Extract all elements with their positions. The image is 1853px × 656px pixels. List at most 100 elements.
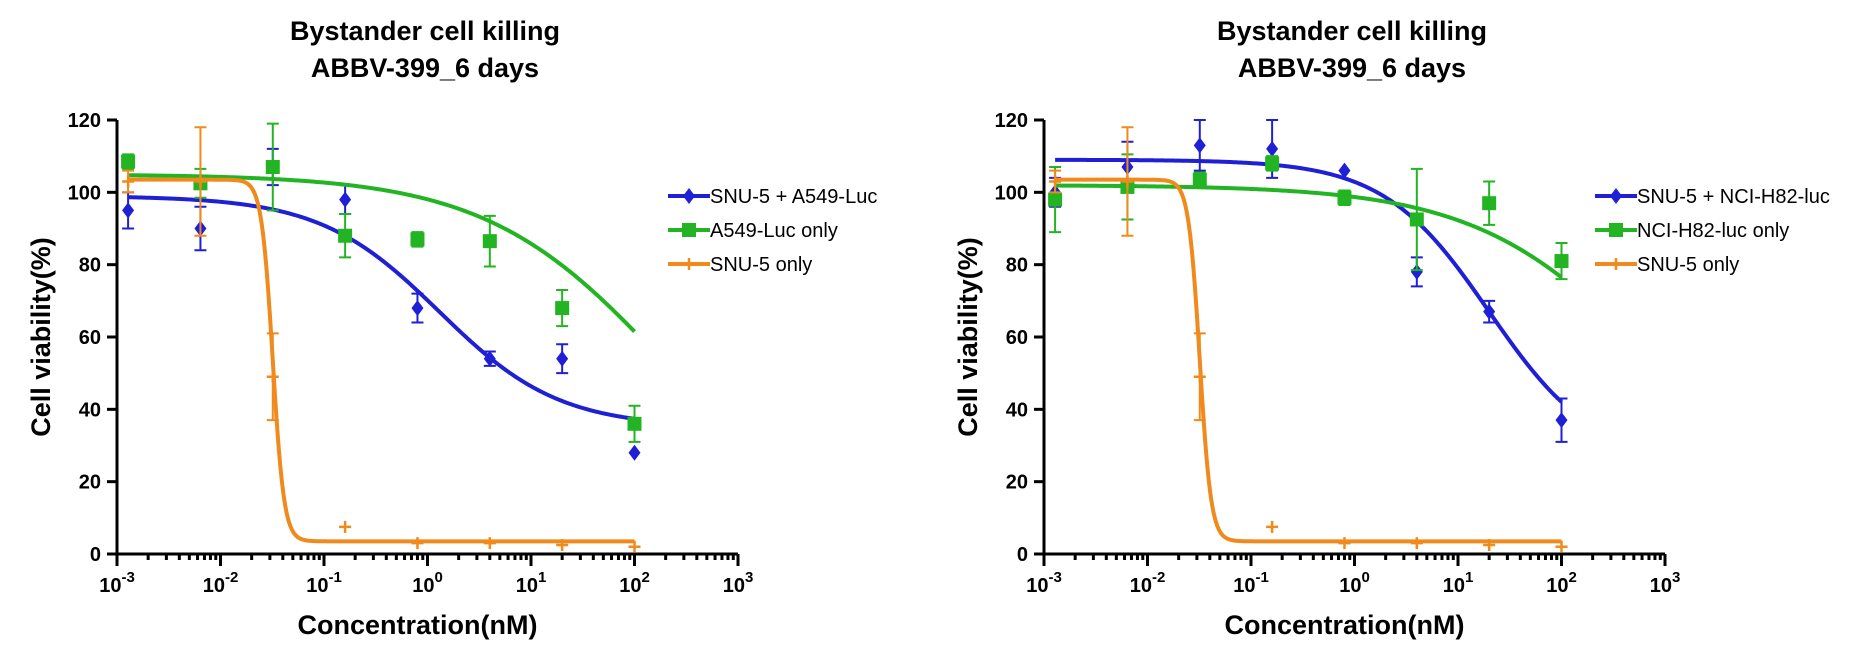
fit-curve <box>1055 157 1563 404</box>
x-tick-label: 10-3 <box>99 569 135 597</box>
series-0: SNU-5 + NCI-H82-luc <box>1049 119 1830 443</box>
y-tick-label: 20 <box>1006 472 1028 494</box>
legend-label: A549-Luc only <box>710 220 838 242</box>
data-point <box>1048 192 1063 207</box>
data-point <box>266 370 279 383</box>
legend-marker <box>1610 258 1622 270</box>
data-point <box>627 416 642 431</box>
data-point <box>1555 540 1568 553</box>
chart-title-line: Bystander cell killing <box>290 16 560 46</box>
y-tick-label: 0 <box>1017 544 1028 566</box>
x-tick-label: 101 <box>516 569 547 597</box>
data-point <box>1338 537 1351 550</box>
y-tick-label: 120 <box>995 110 1028 132</box>
legend-label: SNU-5 + NCI-H82-luc <box>1637 186 1830 208</box>
data-point <box>1192 172 1207 187</box>
x-tick-label: 10-1 <box>306 569 342 597</box>
data-point <box>628 540 641 553</box>
data-point <box>121 154 136 169</box>
data-point <box>482 234 497 249</box>
legend-marker <box>683 188 695 204</box>
y-tick-label: 100 <box>995 182 1028 204</box>
data-point <box>1193 370 1206 383</box>
data-point <box>1483 303 1496 320</box>
x-tick-label: 100 <box>1339 569 1370 597</box>
y-tick-label: 40 <box>1006 399 1028 421</box>
data-point <box>1338 162 1351 179</box>
x-tick-label: 103 <box>723 569 754 597</box>
data-point <box>1266 520 1279 533</box>
data-point <box>411 300 424 317</box>
y-tick-label: 80 <box>1006 255 1028 277</box>
data-point <box>1409 212 1424 227</box>
chart-title-line: ABBV-399_6 days <box>311 53 539 83</box>
legend-marker <box>1610 188 1622 204</box>
chart-title-line: Bystander cell killing <box>1217 16 1487 46</box>
data-point <box>556 538 569 551</box>
x-tick-label: 101 <box>1443 569 1474 597</box>
chart-panel-left: Bystander cell killing ABBV-399_6 days 0 20… <box>0 0 926 656</box>
fit-curve <box>128 177 635 544</box>
data-point <box>339 191 352 208</box>
y-tick-label: 60 <box>79 327 101 349</box>
x-axis-title: Concentration(nM) <box>1225 610 1465 640</box>
data-point <box>483 350 496 367</box>
data-point <box>1193 137 1206 154</box>
data-point <box>1410 263 1423 280</box>
data-point <box>122 202 135 219</box>
x-tick-label: 10-1 <box>1233 569 1269 597</box>
y-axis-title: Cell viability(%) <box>953 237 983 437</box>
legend-label: SNU-5 only <box>1637 254 1739 276</box>
data-point <box>411 537 424 550</box>
x-tick-label: 10-2 <box>203 569 239 597</box>
fit-curve <box>128 173 636 333</box>
x-tick-label: 102 <box>619 569 650 597</box>
series-2: SNU-5 only <box>122 126 812 553</box>
data-point <box>338 228 353 243</box>
data-point <box>410 232 425 247</box>
y-tick-label: 120 <box>68 110 101 132</box>
x-tick-label: 103 <box>1650 569 1681 597</box>
x-axis-title: Concentration(nM) <box>298 610 538 640</box>
data-point <box>1265 156 1280 171</box>
data-point <box>1554 254 1569 269</box>
data-point <box>1121 175 1134 188</box>
legend-marker <box>1609 223 1623 237</box>
legend-label: NCI-H82-luc only <box>1637 220 1789 242</box>
data-point <box>1483 538 1496 551</box>
y-tick-label: 20 <box>79 472 101 494</box>
series-1: A549-Luc only <box>121 122 838 443</box>
fit-curve <box>1055 177 1562 544</box>
chart-panel-right: Bystander cell killing ABBV-399_6 days 0 20… <box>927 0 1853 656</box>
data-point <box>1410 537 1423 550</box>
data-point <box>194 175 207 188</box>
x-tick-label: 10-3 <box>1026 569 1062 597</box>
y-tick-label: 80 <box>79 255 101 277</box>
data-point <box>265 160 280 175</box>
legend-label: SNU-5 only <box>710 254 812 276</box>
y-tick-label: 40 <box>79 399 101 421</box>
data-point <box>1555 412 1568 429</box>
data-point <box>1049 175 1062 188</box>
data-point <box>483 537 496 550</box>
series-2: SNU-5 only <box>1049 126 1739 553</box>
data-point <box>339 520 352 533</box>
data-point <box>556 350 569 367</box>
data-point <box>1482 196 1497 211</box>
y-tick-label: 100 <box>68 182 101 204</box>
y-tick-label: 0 <box>90 544 101 566</box>
x-tick-label: 102 <box>1546 569 1577 597</box>
y-axis-title: Cell viability(%) <box>26 237 56 437</box>
chart-svg: Bystander cell killing ABBV-399_6 days 0 20… <box>953 16 1830 640</box>
chart-title-line: ABBV-399_6 days <box>1238 53 1466 83</box>
x-tick-label: 10-2 <box>1130 569 1166 597</box>
data-point <box>1266 140 1279 157</box>
legend-marker <box>682 223 696 237</box>
data-point <box>1337 190 1352 205</box>
data-point <box>122 175 135 188</box>
chart-svg: Bystander cell killing ABBV-399_6 days 0 20… <box>26 16 877 640</box>
fit-curve <box>1055 183 1563 279</box>
fit-curve <box>128 195 635 421</box>
series-0: SNU-5 + A549-Luc <box>122 147 877 461</box>
y-tick-label: 60 <box>1006 327 1028 349</box>
